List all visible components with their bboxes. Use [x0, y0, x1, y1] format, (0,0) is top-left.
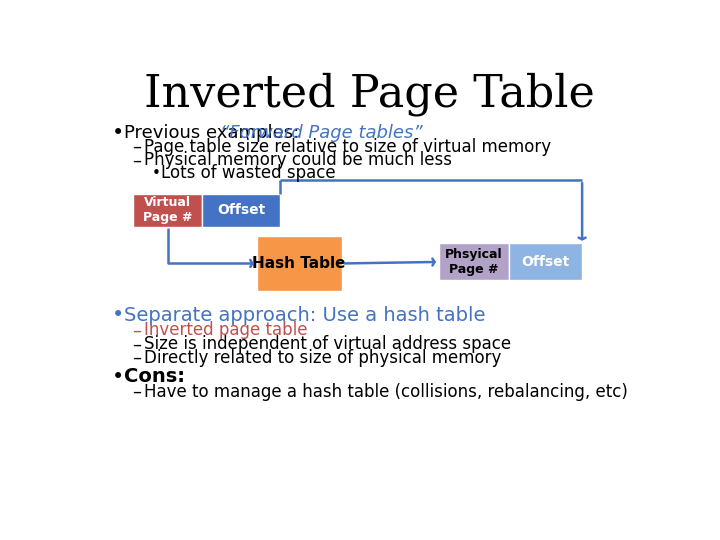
Text: Separate approach: Use a hash table: Separate approach: Use a hash table [124, 306, 485, 325]
Text: –: – [132, 383, 141, 401]
Text: Directly related to size of physical memory: Directly related to size of physical mem… [144, 349, 502, 367]
Text: Inverted Page Table: Inverted Page Table [143, 72, 595, 116]
Text: Offset: Offset [217, 204, 265, 217]
Text: •: • [112, 367, 124, 387]
Text: •: • [112, 305, 124, 325]
Text: •: • [112, 123, 124, 143]
FancyBboxPatch shape [202, 194, 280, 226]
Text: Have to manage a hash table (collisions, rebalancing, etc): Have to manage a hash table (collisions,… [144, 383, 628, 401]
Text: Phsyical
Page #: Phsyical Page # [445, 248, 503, 276]
Text: Virtual
Page #: Virtual Page # [143, 197, 192, 224]
Text: •: • [152, 166, 161, 181]
FancyBboxPatch shape [256, 236, 342, 291]
Text: Lots of wasted space: Lots of wasted space [161, 164, 336, 183]
FancyBboxPatch shape [438, 244, 508, 280]
Text: Hash Table: Hash Table [253, 256, 346, 271]
Text: Physical memory could be much less: Physical memory could be much less [144, 151, 452, 169]
Text: Offset: Offset [521, 255, 570, 269]
Text: –: – [132, 349, 141, 367]
Text: –: – [132, 138, 141, 156]
Text: –: – [132, 335, 141, 353]
FancyBboxPatch shape [132, 194, 202, 226]
Text: –: – [132, 321, 141, 340]
Text: Inverted page table: Inverted page table [144, 321, 307, 340]
Text: Size is independent of virtual address space: Size is independent of virtual address s… [144, 335, 511, 353]
Text: Previous examples:: Previous examples: [124, 124, 305, 141]
Text: Page table size relative to size of virtual memory: Page table size relative to size of virt… [144, 138, 552, 156]
Text: Cons:: Cons: [124, 367, 185, 386]
Text: –: – [132, 151, 141, 169]
Text: “Forward Page tables”: “Forward Page tables” [220, 124, 423, 141]
FancyBboxPatch shape [508, 244, 582, 280]
